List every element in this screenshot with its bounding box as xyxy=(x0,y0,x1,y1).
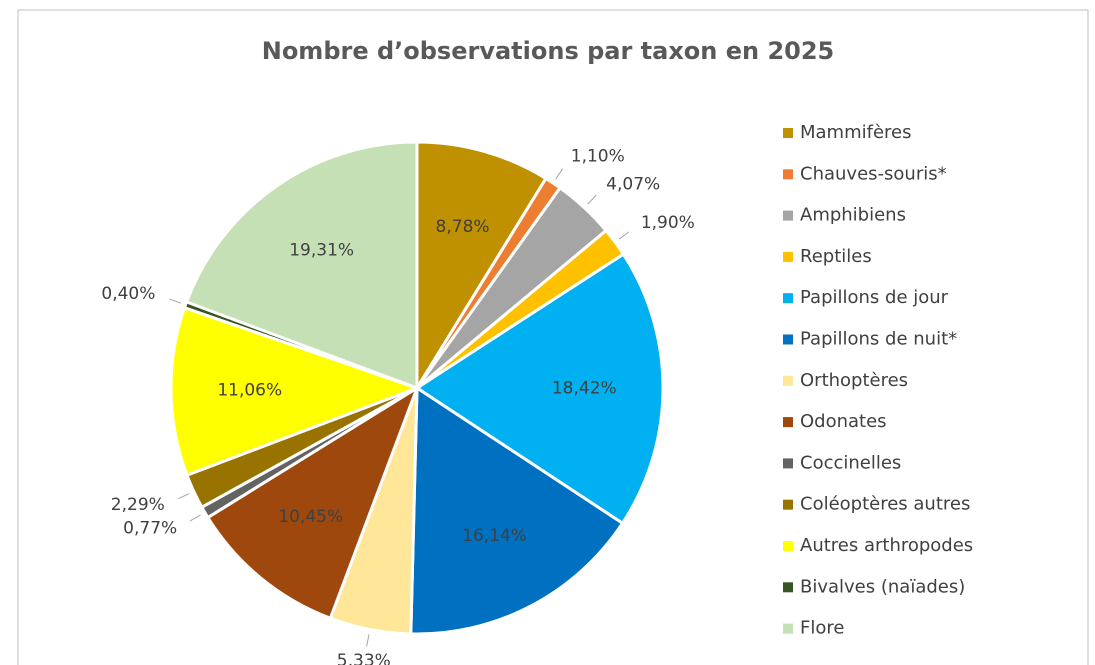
legend-swatch xyxy=(783,417,793,428)
legend-label: Bivalves (naïades) xyxy=(800,576,965,597)
data-label: 8,78% xyxy=(436,217,490,237)
leader-line xyxy=(189,514,201,522)
legend-swatch xyxy=(783,334,793,345)
legend-swatch xyxy=(783,499,793,510)
legend-label: Chauves-souris* xyxy=(800,163,947,184)
legend-swatch xyxy=(783,128,793,138)
legend-swatch xyxy=(783,210,793,221)
legend-label: Flore xyxy=(800,618,844,639)
leader-line xyxy=(618,231,630,240)
pie-slice xyxy=(169,305,422,478)
data-label: 10,45% xyxy=(278,507,343,527)
legend-swatch xyxy=(783,169,793,180)
data-label: 4,07% xyxy=(606,174,660,194)
pie-slice xyxy=(184,140,419,391)
legend-swatch xyxy=(783,458,793,469)
data-label: 18,42% xyxy=(552,379,617,399)
legend-swatch xyxy=(783,541,793,551)
chart-title: Nombre d’observations par taxon en 2025 xyxy=(262,37,835,65)
pie-slice xyxy=(409,385,625,636)
legend-swatch xyxy=(783,623,793,634)
legend-label: Autres arthropodes xyxy=(800,535,973,556)
data-label: 2,29% xyxy=(111,495,165,515)
data-label: 16,14% xyxy=(462,526,527,546)
data-label: 0,40% xyxy=(101,284,155,304)
legend-label: Coléoptères autres xyxy=(800,494,970,515)
leader-line xyxy=(177,493,190,500)
pie-slice xyxy=(205,384,420,621)
data-label: 5,33% xyxy=(337,651,391,665)
legend-label: Amphibiens xyxy=(800,205,906,226)
legend-label: Orthoptères xyxy=(800,370,908,391)
legend-label: Papillons de nuit* xyxy=(800,329,957,350)
leader-line xyxy=(555,168,564,180)
data-label: 0,77% xyxy=(123,519,177,539)
data-label: 1,90% xyxy=(641,213,695,233)
leader-line xyxy=(587,194,597,205)
legend-label: Coccinelles xyxy=(800,452,901,473)
data-label: 1,10% xyxy=(571,146,625,166)
legend-swatch xyxy=(783,251,793,262)
data-label: 11,06% xyxy=(217,380,282,400)
leader-line xyxy=(169,298,182,304)
pie-slice xyxy=(414,252,665,526)
legend-swatch xyxy=(783,582,793,593)
data-label: 19,31% xyxy=(289,241,354,261)
legend-label: Papillons de jour xyxy=(800,287,949,308)
legend-label: Reptiles xyxy=(800,246,872,267)
legend-label: Mammifères xyxy=(800,122,912,143)
pie-slice xyxy=(415,140,548,394)
legend-swatch xyxy=(783,293,793,304)
legend-label: Odonates xyxy=(800,411,887,432)
leader-line xyxy=(366,634,370,647)
legend-swatch xyxy=(783,375,793,386)
